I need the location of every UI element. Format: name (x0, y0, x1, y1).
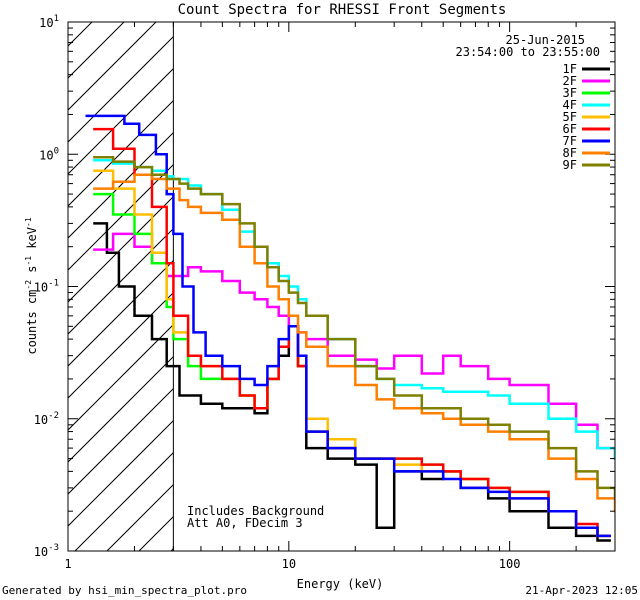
axis-ticks: 1 10 100 10-3 10-2 10-1 100 101 (34, 14, 616, 571)
series-line-7F (85, 114, 611, 538)
y-tick-label: 100 (39, 146, 59, 162)
legend-label-9F: 9F (563, 158, 577, 172)
series-line-9F (93, 155, 615, 500)
shade-hatch-line (68, 22, 125, 79)
attenuator-shading (68, 22, 615, 551)
timestamp-footer: 21-Apr-2023 12:05 (525, 584, 638, 597)
series-line-8F (93, 173, 615, 513)
time-range-label: 23:54:00 to 23:55:00 (456, 45, 601, 59)
legend-label-8F: 8F (563, 146, 577, 160)
attenuator-note: Att A0, FDecim 3 (187, 516, 303, 530)
legend-label-6F: 6F (563, 122, 577, 136)
shade-hatch-line (68, 22, 189, 143)
y-tick-label: 10-1 (34, 279, 59, 295)
x-tick-label: 10 (282, 557, 296, 571)
legend-label-5F: 5F (563, 110, 577, 124)
shade-hatch-line (68, 22, 221, 175)
shade-hatch-line (68, 22, 253, 207)
background-note: Includes Background (187, 504, 324, 518)
generated-by-footer: Generated by hsi_min_spectra_plot.pro (2, 584, 247, 597)
y-tick-label: 10-2 (34, 411, 59, 427)
legend-label-2F: 2F (563, 74, 577, 88)
y-tick-label: 101 (39, 14, 59, 30)
legend-label-1F: 1F (563, 62, 577, 76)
legend-label-7F: 7F (563, 134, 577, 148)
date-label: 25-Jun-2015 (506, 33, 585, 47)
y-tick-label: 10-3 (34, 543, 59, 559)
x-axis-label: Energy (keV) (297, 577, 384, 591)
series-lines (85, 114, 615, 542)
legend-label-4F: 4F (563, 98, 577, 112)
x-tick-label: 1 (64, 557, 71, 571)
chart-title: Count Spectra for RHESSI Front Segments (178, 2, 507, 18)
legend-label-3F: 3F (563, 86, 577, 100)
y-axis-label: counts cm-2 s-1 keV-1 (24, 217, 39, 354)
x-tick-label: 100 (499, 557, 521, 571)
